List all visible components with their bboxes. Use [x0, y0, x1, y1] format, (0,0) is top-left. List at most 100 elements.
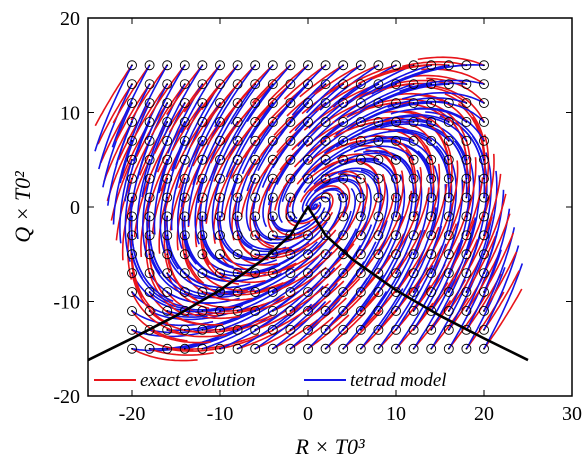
trajectory-tetrad: [291, 64, 344, 116]
initial-point-dot: [324, 121, 327, 123]
trajectory-exact: [254, 306, 302, 331]
trajectory-tetrad: [395, 264, 434, 331]
initial-point-dot: [447, 83, 450, 86]
trajectory-exact: [133, 83, 168, 139]
trajectory-tetrad: [358, 64, 432, 100]
initial-point-marker: [303, 324, 313, 335]
trajectory-exact: [112, 64, 151, 124]
initial-point-marker: [162, 287, 173, 297]
trajectory-exact: [483, 173, 502, 236]
initial-point-dot: [483, 272, 485, 275]
trajectory-tetrad: [180, 140, 204, 208]
initial-point-dot: [307, 253, 309, 256]
initial-point-dot: [412, 158, 415, 161]
initial-point-dot: [148, 215, 151, 218]
trajectory-tetrad: [194, 178, 204, 245]
initial-point-marker: [267, 211, 278, 222]
trajectory-tetrad: [465, 175, 481, 255]
trajectory-exact: [213, 197, 221, 244]
initial-point-marker: [303, 249, 313, 260]
initial-point-dot: [219, 177, 221, 180]
initial-point-marker: [373, 306, 384, 316]
trajectory-exact: [448, 239, 479, 293]
initial-point-marker: [162, 306, 173, 316]
initial-point-dot: [412, 253, 415, 256]
y-tick-label: -20: [53, 386, 80, 408]
initial-point-dot: [447, 196, 450, 199]
trajectory-exact: [424, 101, 468, 142]
initial-point-dot: [359, 310, 362, 312]
initial-point-marker: [479, 154, 489, 165]
initial-point-dot: [359, 215, 362, 218]
initial-point-marker: [426, 173, 437, 184]
initial-point-marker: [179, 211, 190, 222]
trajectory-tetrad: [465, 212, 494, 293]
initial-point-marker: [391, 211, 401, 222]
initial-point-marker: [408, 230, 419, 241]
initial-point-dot: [324, 158, 327, 161]
initial-point-dot: [236, 328, 239, 331]
initial-point-marker: [144, 324, 155, 335]
initial-point-marker: [250, 154, 261, 165]
boundary-line: [87, 204, 529, 362]
initial-point-marker: [179, 173, 190, 184]
initial-point-marker: [144, 173, 155, 184]
initial-point-marker: [285, 306, 296, 316]
initial-point-dot: [219, 272, 221, 275]
initial-point-marker: [197, 135, 208, 146]
initial-point-dot: [324, 272, 327, 275]
initial-point-marker: [443, 79, 454, 90]
initial-point-dot: [465, 272, 468, 275]
initial-point-marker: [267, 79, 278, 90]
trajectory-tetrad: [219, 272, 282, 293]
initial-point-dot: [377, 310, 380, 312]
initial-point-marker: [232, 98, 243, 109]
trajectory-tetrad: [119, 102, 151, 184]
trajectory-tetrad: [184, 288, 255, 299]
initial-point-marker: [426, 306, 437, 316]
initial-point-dot: [166, 177, 169, 180]
initial-point-marker: [408, 211, 419, 222]
initial-point-dot: [236, 64, 239, 67]
initial-point-dot: [201, 121, 204, 123]
initial-point-dot: [342, 158, 345, 161]
trajectory-exact: [307, 263, 342, 293]
initial-point-marker: [162, 211, 173, 222]
trajectory-tetrad: [149, 291, 225, 311]
legend-background: [90, 366, 490, 390]
initial-point-marker: [162, 154, 173, 165]
initial-point-marker: [303, 98, 313, 109]
initial-point-dot: [324, 102, 327, 104]
initial-point-marker: [285, 135, 296, 146]
initial-point-dot: [271, 139, 274, 142]
initial-point-dot: [183, 139, 186, 142]
trajectory-tetrad: [272, 241, 318, 274]
trajectory-exact: [199, 159, 221, 205]
initial-point-dot: [183, 272, 186, 275]
initial-point-dot: [289, 139, 292, 142]
trajectory-tetrad: [163, 140, 186, 212]
initial-point-marker: [391, 343, 401, 354]
initial-point-dot: [183, 158, 186, 161]
trajectory-exact: [395, 170, 404, 217]
initial-point-dot: [166, 234, 169, 237]
initial-point-dot: [412, 139, 415, 142]
initial-point-dot: [201, 215, 204, 218]
initial-point-dot: [271, 64, 274, 67]
initial-point-marker: [355, 192, 366, 203]
initial-point-marker: [461, 60, 472, 71]
initial-point-dot: [359, 253, 362, 256]
trajectory-exact: [234, 159, 256, 198]
initial-point-marker: [285, 324, 296, 335]
initial-point-marker: [267, 192, 278, 203]
trajectory-exact: [290, 299, 332, 331]
initial-point-marker: [338, 154, 349, 165]
trajectory-exact: [131, 348, 198, 362]
initial-point-dot: [465, 291, 468, 293]
trajectory-exact: [174, 121, 204, 170]
trajectory-exact: [97, 83, 133, 145]
initial-point-marker: [320, 324, 331, 335]
initial-point-dot: [412, 83, 415, 86]
trajectory-tetrad: [297, 102, 344, 147]
initial-point-marker: [461, 343, 472, 354]
